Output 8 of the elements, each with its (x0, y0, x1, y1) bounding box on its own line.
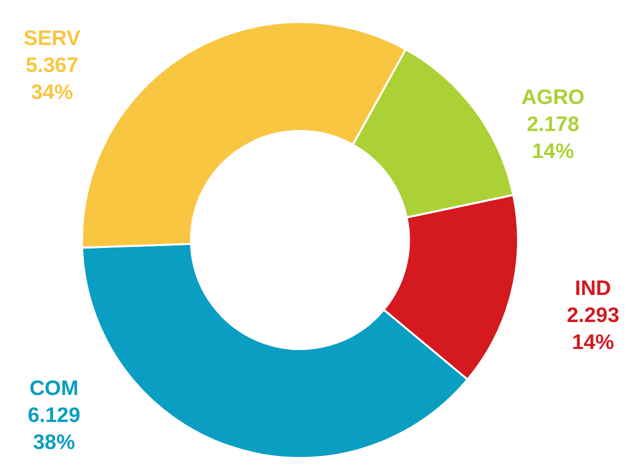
slice-label: COM (30, 377, 78, 400)
data-label: 6.129 38% (28, 404, 80, 454)
slice-label: AGRO (522, 86, 584, 109)
slice-label: IND (574, 277, 612, 300)
slice-label: SERV (24, 26, 80, 50)
data-label: 2.293 14% (566, 304, 620, 354)
data-label: 2.178 14% (526, 112, 580, 163)
data-label: 5.367 34% (26, 54, 78, 104)
